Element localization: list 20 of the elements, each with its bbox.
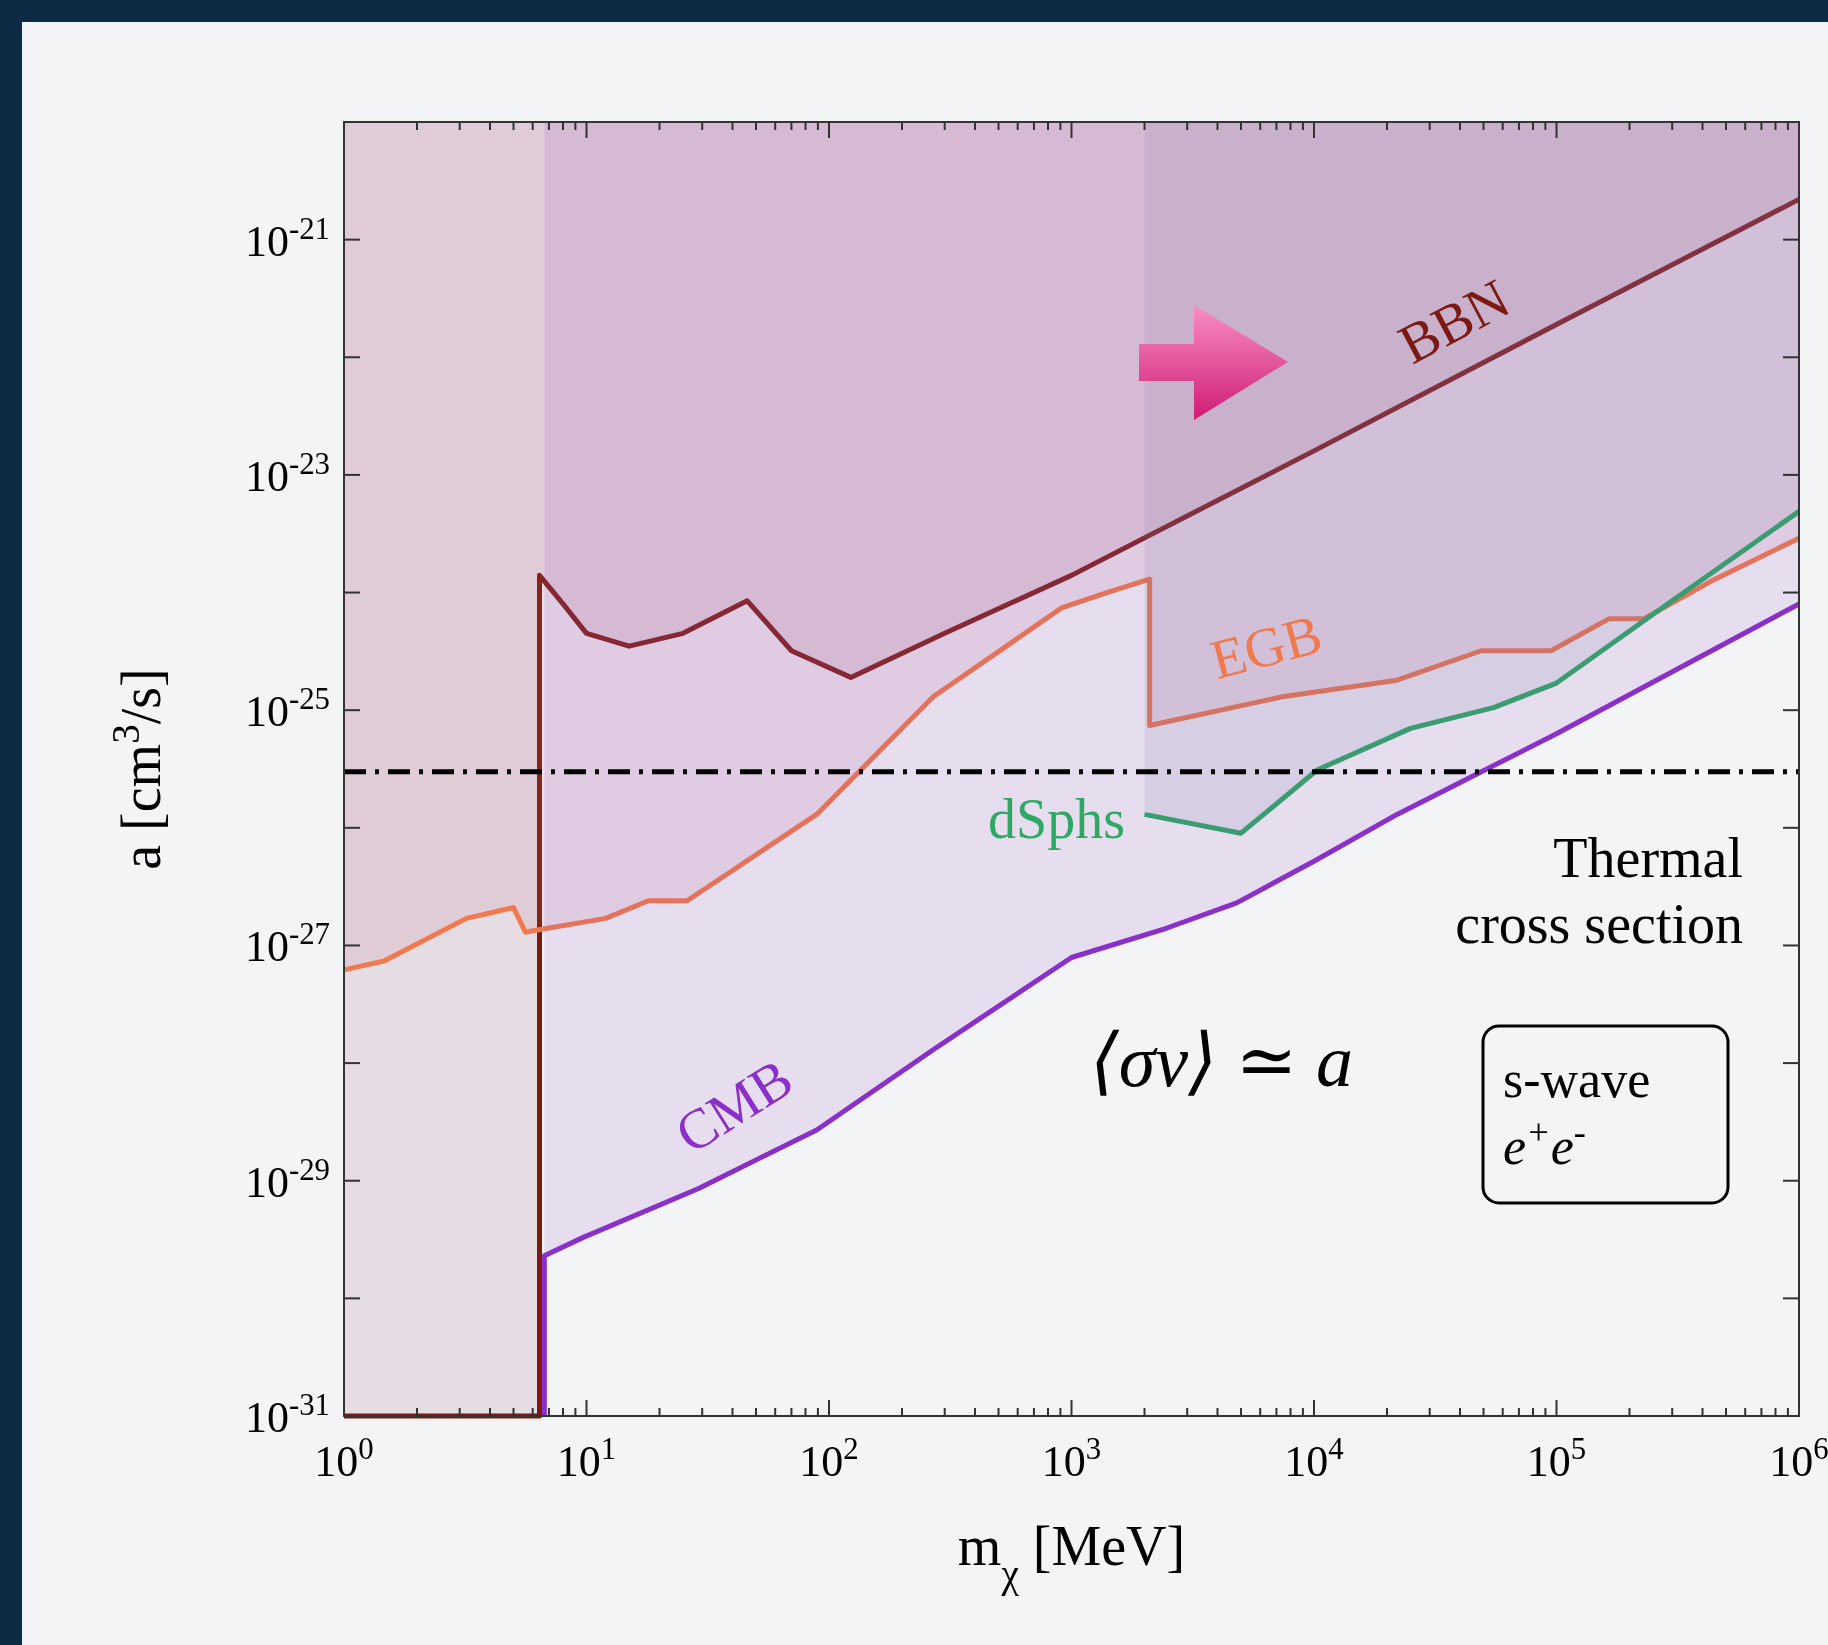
annotation: s-wave [1503,1051,1651,1108]
x-tick-label: 10$^{4}$ [1284,1432,1344,1486]
x-axis-title: m$_{χ}$ [MeV] [957,1515,1186,1596]
y-tick-label: 10$^{-21}$ [244,211,330,266]
ref-line-label: Thermal cross section [1455,826,1743,955]
x-tick-label: 10$^{3}$ [1041,1432,1102,1486]
annotation: ⟨σv⟩ ≃ a [1090,1020,1354,1102]
series-label: dSphs [988,788,1125,850]
x-tick-label: 10$^{6}$ [1769,1432,1828,1486]
x-tick-label: 10$^{1}$ [556,1432,617,1486]
text: EGB [1203,602,1329,692]
y-tick-label: 10$^{-23}$ [244,446,330,501]
x-tick-label: 10$^{2}$ [799,1432,859,1486]
y-tick-label: 10$^{-27}$ [244,917,330,972]
y-tick-label: 10$^{-25}$ [244,682,330,737]
annotation: e$^{+}$e$^{-}$ [1503,1112,1586,1175]
text: BBN [1388,266,1520,376]
y-tick-label: 10$^{-29}$ [244,1152,330,1207]
x-tick-label: 10$^{5}$ [1526,1432,1587,1486]
text: CMB [664,1046,804,1166]
